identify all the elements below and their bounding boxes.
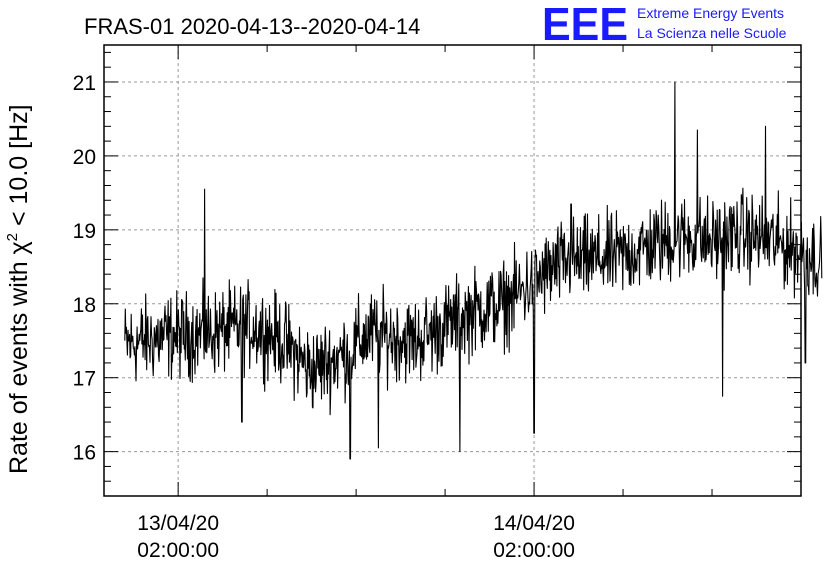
y-axis-label-sup: 2 — [4, 233, 21, 241]
grid — [104, 45, 801, 496]
x-tick-label-date: 13/04/20 — [137, 512, 219, 535]
y-tick-label: 18 — [73, 294, 96, 317]
data-series-line — [124, 81, 823, 460]
x-tick-label-time: 02:00:00 — [493, 539, 575, 562]
y-axis-label: Rate of events with χ2 < 10.0 [Hz] — [4, 104, 33, 474]
tick-labels: 16 17 18 19 20 21 13/04/20 02:00:00 14/04/20 02:0… — [73, 72, 575, 562]
y-tick-label: 16 — [73, 442, 96, 465]
y-tick-label: 20 — [73, 146, 96, 169]
y-tick-label: 21 — [73, 72, 96, 95]
logo-line-1: Extreme Energy Events — [637, 5, 784, 21]
x-tick-label-time: 02:00:00 — [137, 539, 219, 562]
y-tick-label: 17 — [73, 368, 96, 391]
plot-frame — [103, 44, 802, 497]
axes — [103, 44, 802, 497]
y-axis-label-post: < 10.0 [Hz] — [5, 104, 33, 233]
logo-mark: EEE — [542, 0, 628, 50]
series-layer — [124, 81, 823, 460]
logo-line-2: La Scienza nelle Scuole — [637, 25, 787, 41]
x-tick-label-date: 14/04/20 — [493, 512, 575, 535]
y-axis-label-chi: χ — [5, 241, 33, 254]
y-tick-label: 19 — [73, 220, 96, 243]
chart-title: FRAS-01 2020-04-13--2020-04-14 — [84, 14, 420, 39]
y-axis-label-pre: Rate of events with — [5, 254, 33, 474]
eee-logo: EEE Extreme Energy Events La Scienza nel… — [542, 0, 787, 50]
